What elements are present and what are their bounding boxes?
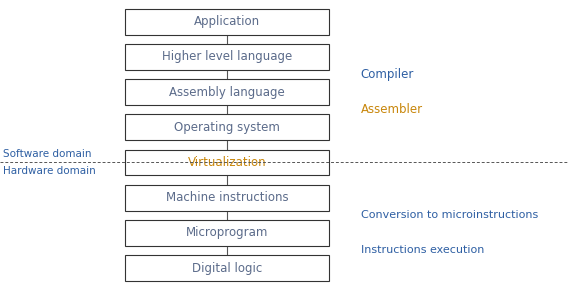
Text: Microprogram: Microprogram [186, 226, 269, 239]
Bar [125, 79, 329, 105]
Bar [125, 220, 329, 246]
Text: Machine instructions: Machine instructions [166, 191, 289, 204]
Text: Software domain: Software domain [3, 149, 91, 159]
Text: Assembler: Assembler [361, 103, 423, 116]
Bar [125, 150, 329, 175]
Text: Operating system: Operating system [174, 121, 280, 134]
Text: Assembly language: Assembly language [169, 86, 285, 98]
Text: Digital logic: Digital logic [192, 261, 262, 275]
Text: Virtualization: Virtualization [188, 156, 266, 169]
Text: Higher level language: Higher level language [162, 50, 293, 63]
Bar [125, 9, 329, 34]
Text: Conversion to microinstructions: Conversion to microinstructions [361, 210, 538, 220]
Text: Application: Application [194, 15, 260, 28]
Text: Instructions execution: Instructions execution [361, 245, 484, 255]
Bar [125, 115, 329, 140]
Bar [125, 44, 329, 70]
Bar [125, 185, 329, 210]
Text: Hardware domain: Hardware domain [3, 166, 95, 176]
Text: Compiler: Compiler [361, 68, 414, 81]
Bar [125, 255, 329, 281]
